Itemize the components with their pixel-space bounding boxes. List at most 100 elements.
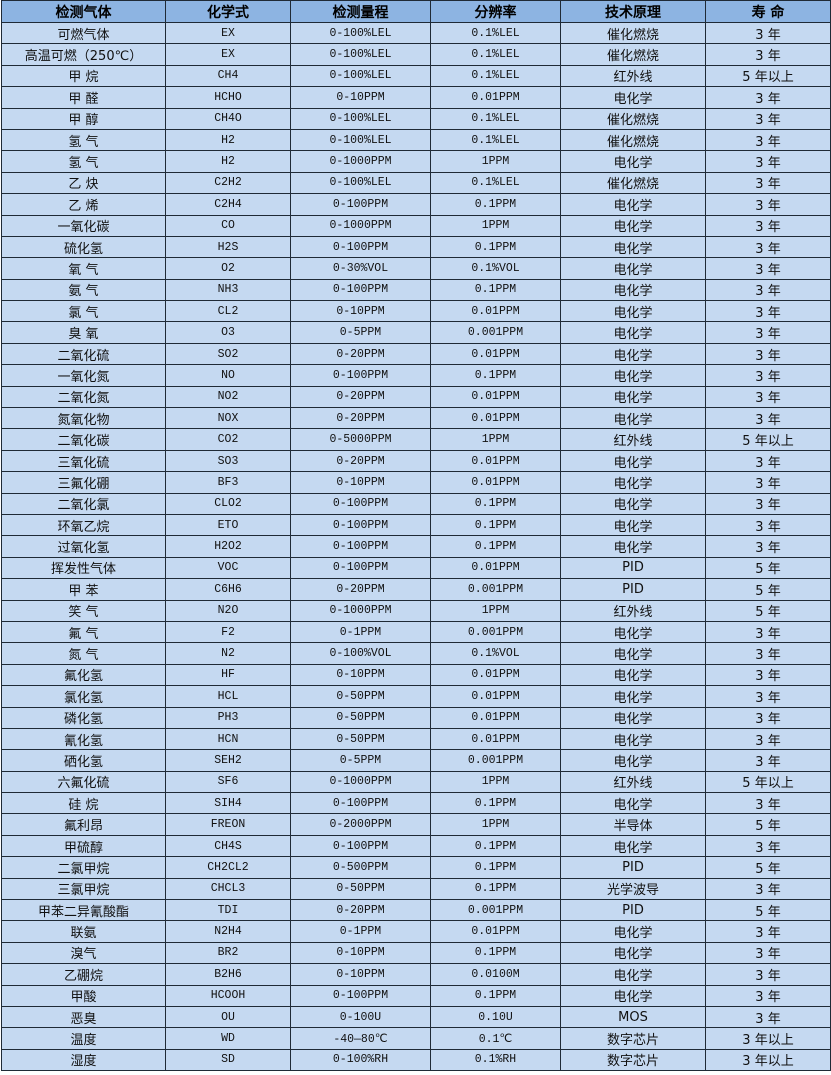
table-row: 硫化氢 H2S 0-100PPM 0.1PPM 电化学 3 年 [1, 235, 831, 259]
table-row: 挥发性气体 VOC 0-100PPM 0.01PPM PID 5 年 [1, 556, 831, 580]
resolution-cell: 0.1PPM [430, 834, 561, 858]
lifespan-cell: 5 年 [705, 813, 831, 836]
formula-cell: H2S [165, 235, 291, 259]
resolution-cell: 0.1PPM [430, 941, 561, 965]
resolution-cell: 0.01PPM [430, 706, 561, 729]
gas-cell: 硒化氢 [1, 749, 166, 772]
resolution-cell: 0.1%LEL [430, 107, 561, 130]
resolution-cell: 0.1PPM [430, 856, 561, 879]
gas-cell: 三氯甲烷 [1, 877, 166, 901]
table-row: 甲 苯 C6H6 0-20PPM 0.001PPM PID 5 年 [1, 578, 831, 601]
table-row: 一氧化氮 NO 0-100PPM 0.1PPM 电化学 3 年 [1, 364, 831, 387]
header-formula: 化学式 [165, 0, 291, 23]
range-cell: 0-20PPM [290, 899, 431, 922]
range-cell: 0-10PPM [290, 86, 431, 109]
table-row: 乙硼烷 B2H6 0-10PPM 0.0100M 电化学 3 年 [1, 963, 831, 986]
formula-cell: SEH2 [165, 749, 291, 772]
formula-cell: B2H6 [165, 963, 291, 986]
gas-cell: 甲苯二异氰酸酯 [1, 899, 166, 922]
lifespan-cell: 5 年 [705, 856, 831, 879]
table-row: 溴气 BR2 0-10PPM 0.1PPM 电化学 3 年 [1, 941, 831, 965]
gas-cell: 氢 气 [1, 150, 166, 173]
formula-cell: F2 [165, 620, 291, 644]
gas-cell: 氯 气 [1, 300, 166, 323]
gas-cell: 甲 烷 [1, 64, 166, 88]
range-cell: 0-100%LEL [290, 107, 431, 130]
formula-cell: NH3 [165, 278, 291, 302]
range-cell: 0-1000PPM [290, 150, 431, 173]
principle-cell: 电化学 [560, 792, 706, 815]
gas-cell: 氰化氢 [1, 727, 166, 751]
formula-cell: ETO [165, 513, 291, 537]
principle-cell: 催化燃烧 [560, 128, 706, 152]
table-row: 氢 气 H2 0-100%LEL 0.1%LEL 催化燃烧 3 年 [1, 128, 831, 152]
range-cell: 0-5PPM [290, 321, 431, 344]
range-cell: 0-100PPM [290, 235, 431, 259]
range-cell: 0-20PPM [290, 385, 431, 409]
table-row: 甲酸 HCOOH 0-100PPM 0.1PPM 电化学 3 年 [1, 984, 831, 1007]
principle-cell: 电化学 [560, 620, 706, 644]
principle-cell: 电化学 [560, 342, 706, 366]
gas-cell: 甲 醛 [1, 86, 166, 109]
table-row: 乙 烯 C2H4 0-100PPM 0.1PPM 电化学 3 年 [1, 193, 831, 216]
gas-cell: 甲 苯 [1, 578, 166, 601]
lifespan-cell: 3 年 [705, 449, 831, 473]
principle-cell: 电化学 [560, 834, 706, 858]
lifespan-cell: 3 年 [705, 257, 831, 280]
principle-cell: 红外线 [560, 428, 706, 451]
formula-cell: O2 [165, 257, 291, 280]
table-row: 过氧化氢 H2O2 0-100PPM 0.1PPM 电化学 3 年 [1, 535, 831, 558]
table-row: 氰化氢 HCN 0-50PPM 0.01PPM 电化学 3 年 [1, 727, 831, 751]
gas-cell: 氯化氢 [1, 685, 166, 708]
principle-cell: 电化学 [560, 685, 706, 708]
table-row: 甲硫醇 CH4S 0-100PPM 0.1PPM 电化学 3 年 [1, 834, 831, 858]
principle-cell: 电化学 [560, 963, 706, 986]
range-cell: 0-10PPM [290, 471, 431, 494]
header-principle: 技术原理 [560, 0, 706, 23]
table-row: 甲 醛 HCHO 0-10PPM 0.01PPM 电化学 3 年 [1, 86, 831, 109]
lifespan-cell: 5 年 [705, 899, 831, 922]
formula-cell: SF6 [165, 770, 291, 794]
principle-cell: 电化学 [560, 706, 706, 729]
gas-cell: 挥发性气体 [1, 556, 166, 580]
table-row: 甲苯二异氰酸酯 TDI 0-20PPM 0.001PPM PID 5 年 [1, 899, 831, 922]
gas-cell: 恶臭 [1, 1005, 166, 1029]
table-row: 二氯甲烷 CH2CL2 0-500PPM 0.1PPM PID 5 年 [1, 856, 831, 879]
range-cell: 0-10PPM [290, 941, 431, 965]
principle-cell: 电化学 [560, 749, 706, 772]
range-cell: 0-100%VOL [290, 642, 431, 665]
table-row: 氟 气 F2 0-1PPM 0.001PPM 电化学 3 年 [1, 620, 831, 644]
table-row: 温度 WD -40—80℃ 0.1℃ 数字芯片 3 年以上 [1, 1027, 831, 1050]
gas-cell: 一氧化氮 [1, 364, 166, 387]
formula-cell: EX [165, 21, 291, 45]
table-row: 二氧化硫 SO2 0-20PPM 0.01PPM 电化学 3 年 [1, 342, 831, 366]
formula-cell: CH4O [165, 107, 291, 130]
header-gas: 检测气体 [1, 0, 166, 23]
range-cell: 0-100U [290, 1005, 431, 1029]
principle-cell: 催化燃烧 [560, 43, 706, 66]
gas-cell: 二氧化氮 [1, 385, 166, 409]
gas-cell: 六氟化硫 [1, 770, 166, 794]
formula-cell: H2O2 [165, 535, 291, 558]
resolution-cell: 1PPM [430, 214, 561, 237]
resolution-cell: 1PPM [430, 150, 561, 173]
table-row: 硒化氢 SEH2 0-5PPM 0.001PPM 电化学 3 年 [1, 749, 831, 772]
lifespan-cell: 5 年以上 [705, 64, 831, 88]
range-cell: 0-100PPM [290, 193, 431, 216]
formula-cell: H2 [165, 150, 291, 173]
principle-cell: 光学波导 [560, 877, 706, 901]
gas-cell: 氨 气 [1, 278, 166, 302]
range-cell: 0-10PPM [290, 963, 431, 986]
formula-cell: NO2 [165, 385, 291, 409]
formula-cell: HCHO [165, 86, 291, 109]
range-cell: 0-2000PPM [290, 813, 431, 836]
range-cell: 0-1000PPM [290, 770, 431, 794]
formula-cell: N2O [165, 599, 291, 622]
gas-cell: 二氧化碳 [1, 428, 166, 451]
resolution-cell: 1PPM [430, 813, 561, 836]
principle-cell: 电化学 [560, 727, 706, 751]
range-cell: 0-100PPM [290, 792, 431, 815]
lifespan-cell: 3 年 [705, 21, 831, 45]
lifespan-cell: 3 年 [705, 150, 831, 173]
range-cell: 0-20PPM [290, 342, 431, 366]
